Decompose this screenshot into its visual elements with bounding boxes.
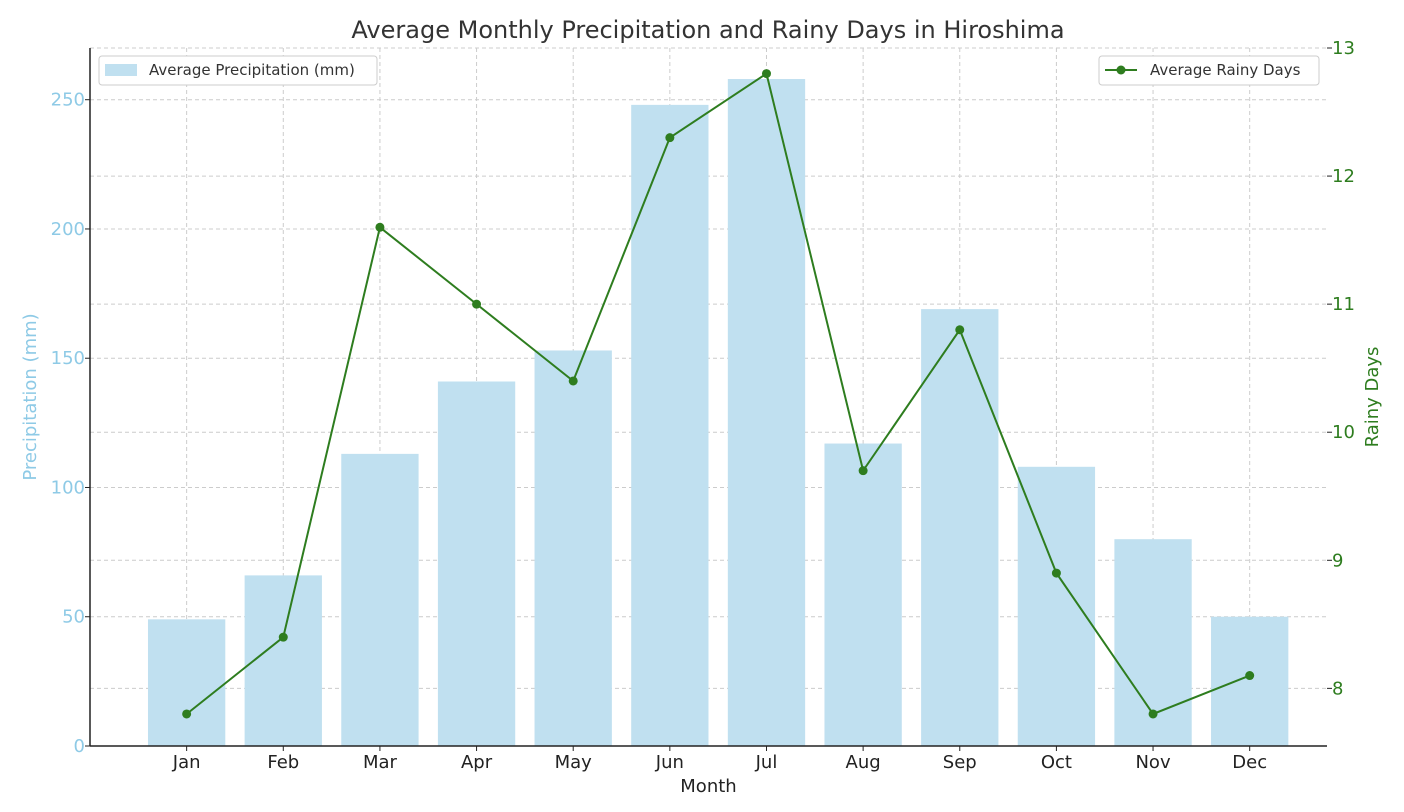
line-series bbox=[182, 69, 1255, 719]
bar-jan bbox=[147, 619, 226, 746]
x-tick-label: Oct bbox=[1041, 752, 1072, 773]
bar-may bbox=[534, 350, 612, 746]
point-apr bbox=[472, 299, 482, 309]
chart-title: Average Monthly Precipitation and Rainy … bbox=[351, 16, 1064, 44]
tick-labels: Jan Feb Mar Apr May Jun Jul Aug Sep Oct Nov Dec 0 50 1… bbox=[51, 38, 1355, 773]
bar-feb bbox=[244, 575, 322, 746]
legend-swatch-marker bbox=[1116, 65, 1126, 75]
x-tick-label: May bbox=[555, 752, 593, 773]
rainy-days-line bbox=[186, 71, 1251, 716]
point-feb bbox=[278, 632, 288, 642]
y-axis-left-label: Precipitation (mm) bbox=[20, 313, 41, 480]
x-tick-label: Jul bbox=[755, 752, 778, 773]
bar-jul bbox=[727, 79, 806, 747]
y-right-tick-label: 9 bbox=[1332, 550, 1343, 571]
x-tick-label: Jan bbox=[172, 752, 201, 773]
y-left-tick-label: 200 bbox=[51, 219, 85, 240]
axes bbox=[89, 48, 1327, 747]
point-dec bbox=[1245, 671, 1255, 681]
x-tick-label: Mar bbox=[363, 752, 398, 773]
y-left-tick-label: 250 bbox=[51, 90, 85, 111]
bar-jun bbox=[631, 104, 709, 746]
y-right-tick-label: 12 bbox=[1332, 166, 1355, 187]
legend-label-precipitation: Average Precipitation (mm) bbox=[149, 61, 355, 79]
bar-dec bbox=[1211, 616, 1289, 746]
y-right-tick-label: 11 bbox=[1332, 294, 1355, 315]
point-sep bbox=[955, 325, 965, 335]
legend-label-rainy-days: Average Rainy Days bbox=[1150, 61, 1301, 79]
x-axis-label: Month bbox=[680, 776, 736, 797]
point-jan bbox=[182, 709, 192, 719]
bar-oct bbox=[1017, 466, 1096, 746]
bar-apr bbox=[437, 381, 516, 746]
point-mar bbox=[375, 222, 385, 232]
y-left-tick-label: 150 bbox=[51, 348, 85, 369]
x-tick-label: Jun bbox=[655, 752, 684, 773]
bar-mar bbox=[341, 453, 419, 746]
x-tick-label: Apr bbox=[461, 752, 493, 773]
point-oct bbox=[1051, 568, 1061, 578]
point-aug bbox=[858, 466, 868, 476]
x-tick-label: Aug bbox=[846, 752, 881, 773]
x-tick-label: Dec bbox=[1232, 752, 1267, 773]
y-right-tick-label: 13 bbox=[1332, 38, 1355, 59]
bar-series bbox=[147, 79, 1289, 747]
bar-sep bbox=[921, 309, 999, 746]
x-tick-label: Nov bbox=[1135, 752, 1170, 773]
x-tick-label: Feb bbox=[267, 752, 299, 773]
y-right-tick-label: 10 bbox=[1332, 422, 1355, 443]
y-left-tick-label: 100 bbox=[51, 477, 85, 498]
point-may bbox=[568, 376, 578, 386]
legend-rainy-days: Average Rainy Days bbox=[1098, 55, 1320, 86]
point-nov bbox=[1148, 709, 1158, 719]
bar-aug bbox=[824, 443, 902, 746]
legend-precipitation: Average Precipitation (mm) bbox=[98, 55, 378, 86]
y-left-tick-label: 50 bbox=[62, 607, 85, 628]
legend-box bbox=[1098, 55, 1320, 86]
point-jun bbox=[665, 133, 675, 143]
x-tick-label: Sep bbox=[943, 752, 977, 773]
legend-swatch-bar bbox=[105, 64, 137, 76]
legend-box bbox=[98, 55, 378, 86]
y-left-tick-label: 0 bbox=[74, 736, 85, 757]
y-axis-right-label: Rainy Days bbox=[1362, 347, 1383, 448]
point-jul bbox=[761, 69, 771, 79]
y-right-tick-label: 8 bbox=[1332, 678, 1343, 699]
